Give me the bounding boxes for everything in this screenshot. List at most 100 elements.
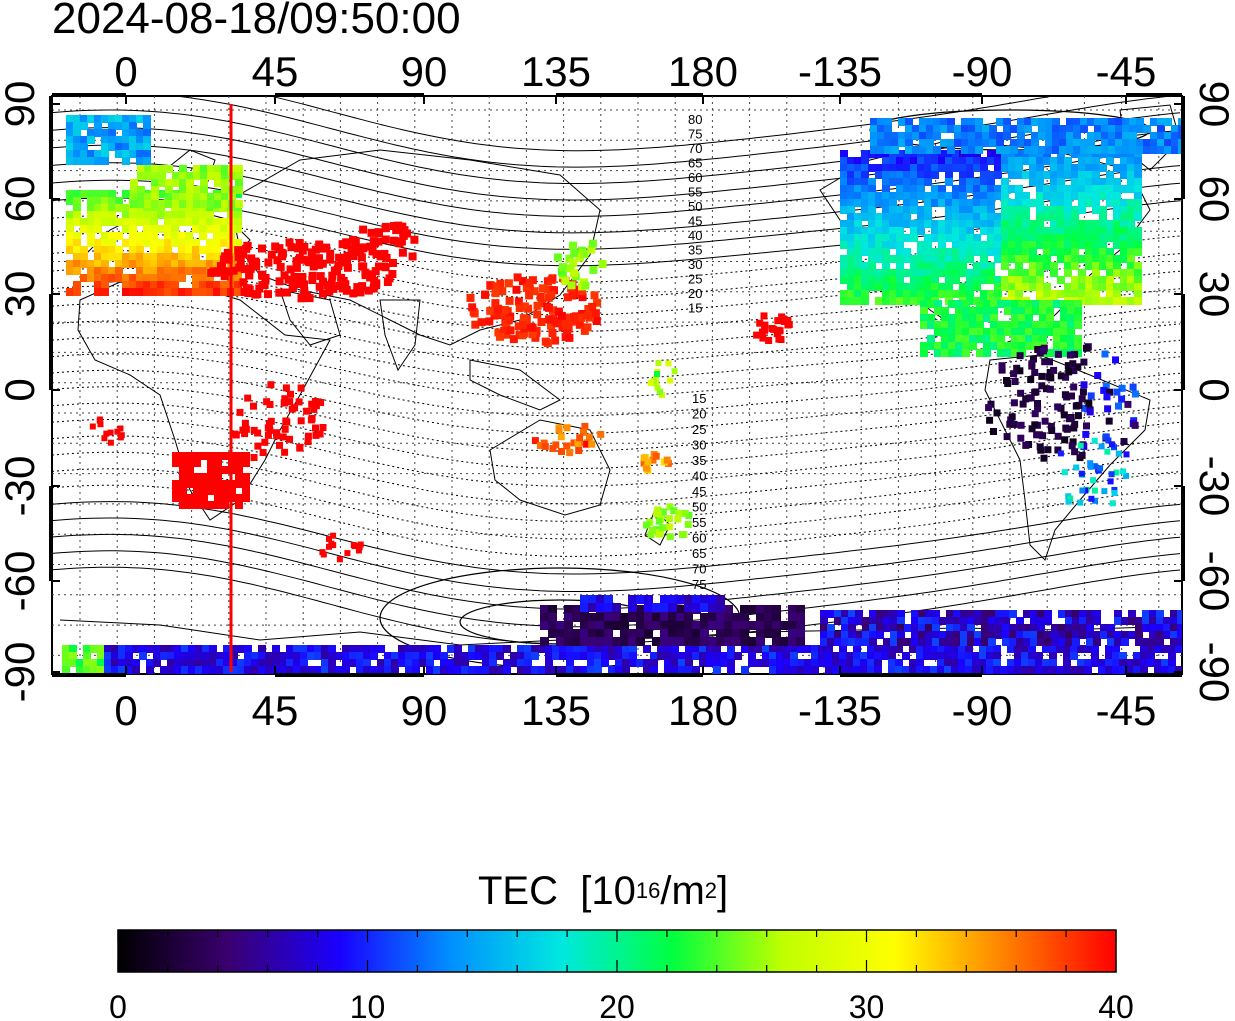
tec-cell [811,645,819,653]
tec-cell [946,638,954,646]
tec-cell [1004,380,1012,387]
tec-cell [171,239,179,247]
tec-cell [1058,631,1066,639]
tec-cell [1105,652,1113,660]
tec-cell [66,267,74,275]
tec-cell [760,312,768,320]
tec-cell [944,666,952,674]
tec-cell [258,652,266,660]
tec-cell [762,659,770,667]
tec-cell [250,454,258,461]
tec-cell [1113,192,1121,200]
tec-cell [150,211,158,219]
tec-cell [1106,178,1114,186]
tec-cell [903,178,911,186]
tec-cell [115,136,123,144]
tec-cell [861,199,869,207]
tec-cell [234,218,242,226]
tec-cell [818,659,826,667]
tec-cell [207,487,215,495]
lon-label-top: -45 [1096,48,1157,95]
tec-cell [910,262,918,270]
tec-cell [820,638,828,646]
tec-cell [510,659,518,667]
tec-cell [941,314,949,322]
tec-cell [136,267,144,275]
tec-cell [281,425,289,433]
tec-cell [164,239,172,247]
tec-cell [150,281,158,289]
tec-cell [1085,157,1093,165]
tec-cell [855,631,863,639]
tec-cell [558,263,567,272]
tec-cell [853,666,861,674]
tec-cell [1057,248,1065,256]
tec-cell [1022,395,1030,403]
tec-cell [932,624,940,632]
tec-cell [1022,157,1030,165]
tec-cell [94,218,102,226]
tec-cell [1030,355,1037,363]
tec-cell [186,459,194,467]
tec-cell [293,666,301,674]
tec-cell [854,241,862,249]
tec-cell [1134,164,1142,172]
tec-cell [1099,185,1107,193]
tec-cell [1051,631,1059,639]
tec-cell [932,631,940,639]
tec-cell [589,265,598,274]
tec-cell [1009,610,1017,618]
tec-cell [213,225,221,233]
tec-cell [122,143,130,151]
tec-cell [115,246,123,254]
tec-cell [583,323,592,332]
tec-cell [1071,276,1079,284]
tec-cell [1091,659,1099,667]
tec-cell [968,139,976,147]
tec-cell [1084,659,1092,667]
tec-cell [1113,164,1121,172]
tec-cell [620,637,629,646]
tec-cell [230,659,238,667]
tec-cell [468,645,476,653]
tec-cell [670,507,678,515]
tec-cell [980,185,988,193]
tec-cell [412,666,420,674]
tec-cell [1069,438,1077,446]
tec-cell [1120,255,1128,263]
tec-cell [931,283,939,291]
tec-cell [1082,430,1090,438]
tec-cell [178,218,186,226]
tec-cell [741,666,749,674]
tec-cell [933,132,941,140]
tec-cell [615,666,623,674]
tec-cell [475,666,483,674]
tec-cell [1065,610,1073,618]
tec-cell [179,501,187,509]
tec-cell [235,494,243,502]
tec-cell [172,459,180,467]
tec-cell [870,132,878,140]
tec-cell [889,276,897,284]
tec-cell [945,269,953,277]
tec-cell [426,652,434,660]
tec-cell [356,659,364,667]
tec-cell [66,197,74,205]
tec-cell [1078,290,1086,298]
tec-cell [1078,269,1086,277]
tec-cell [1015,171,1023,179]
tec-cell [213,218,221,226]
tec-cell [272,652,280,660]
tec-cell [946,610,954,618]
tec-cell [556,629,565,638]
tec-cell [66,129,74,137]
lon-label-bottom: -135 [798,687,882,734]
tec-cell [1019,400,1027,408]
tec-cell [1105,659,1113,667]
tec-cell [968,125,976,133]
tec-cell [136,274,144,282]
tec-cell [924,220,932,228]
tec-cell [115,115,123,123]
lon-label-top: 45 [252,48,299,95]
tec-cell [762,645,770,653]
